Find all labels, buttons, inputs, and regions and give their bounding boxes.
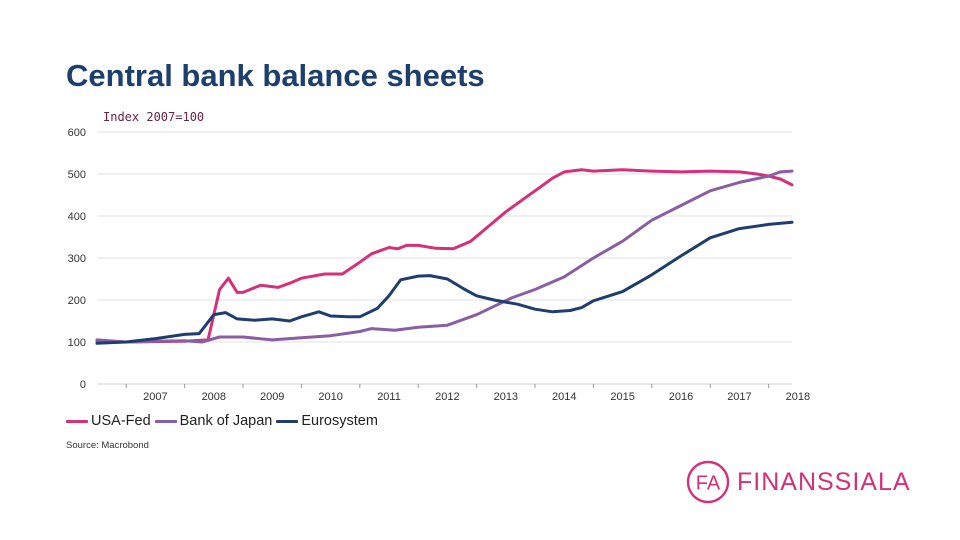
x-tick-label: 2008 (202, 391, 226, 403)
brand-name: FINANSSIALA (737, 467, 911, 496)
logo-text: FA (696, 473, 721, 495)
y-tick-label: 0 (80, 379, 86, 391)
slide-title: Central bank balance sheets (66, 58, 485, 93)
x-tick-label: 2012 (435, 391, 459, 403)
y-tick-label: 100 (68, 337, 86, 349)
x-tick-label: 2013 (494, 391, 518, 403)
legend-swatch-eurosystem (276, 419, 299, 423)
legend-label-eurosystem: Eurosystem (301, 413, 378, 429)
legend-label-bank-of-japan: Bank of Japan (179, 413, 273, 429)
finanssiala-logo-icon: FA (686, 460, 730, 504)
legend-label-usa-fed: USA-Fed (91, 413, 151, 429)
series-line-eurosystem (95, 220, 794, 345)
source-note: Source: Macrobond (66, 440, 149, 451)
x-tick-label: 2015 (610, 391, 634, 403)
legend-swatch-bank-of-japan (154, 419, 177, 423)
x-tick-label: 2011 (377, 391, 401, 403)
series-line-usa-fed (95, 168, 794, 344)
y-tick-label: 500 (68, 169, 86, 181)
x-tick-label: 2010 (318, 391, 342, 403)
legend-item-bank-of-japan: Bank of Japan (154, 413, 273, 429)
x-tick-label: 2016 (669, 391, 693, 403)
x-tick-label: 2014 (552, 391, 576, 403)
legend-swatch-usa-fed (66, 419, 88, 423)
x-tick-label: 2017 (727, 391, 751, 403)
y-tick-label: 300 (68, 253, 86, 265)
series-line-bank-of-japan (95, 169, 794, 344)
brand: FA FINANSSIALA (686, 460, 911, 504)
chart-legend: USA-Fed Bank of Japan Eurosystem (66, 413, 382, 429)
y-axis-label: Index 2007=100 (103, 110, 205, 124)
y-tick-label: 600 (68, 127, 86, 139)
x-tick-label: 2018 (786, 391, 810, 403)
legend-item-eurosystem: Eurosystem (276, 413, 378, 429)
x-tick-label: 2007 (143, 391, 167, 403)
x-tick-label: 2009 (260, 391, 284, 403)
legend-item-usa-fed: USA-Fed (66, 413, 151, 429)
y-tick-label: 200 (68, 295, 86, 307)
y-tick-label: 400 (68, 211, 86, 223)
